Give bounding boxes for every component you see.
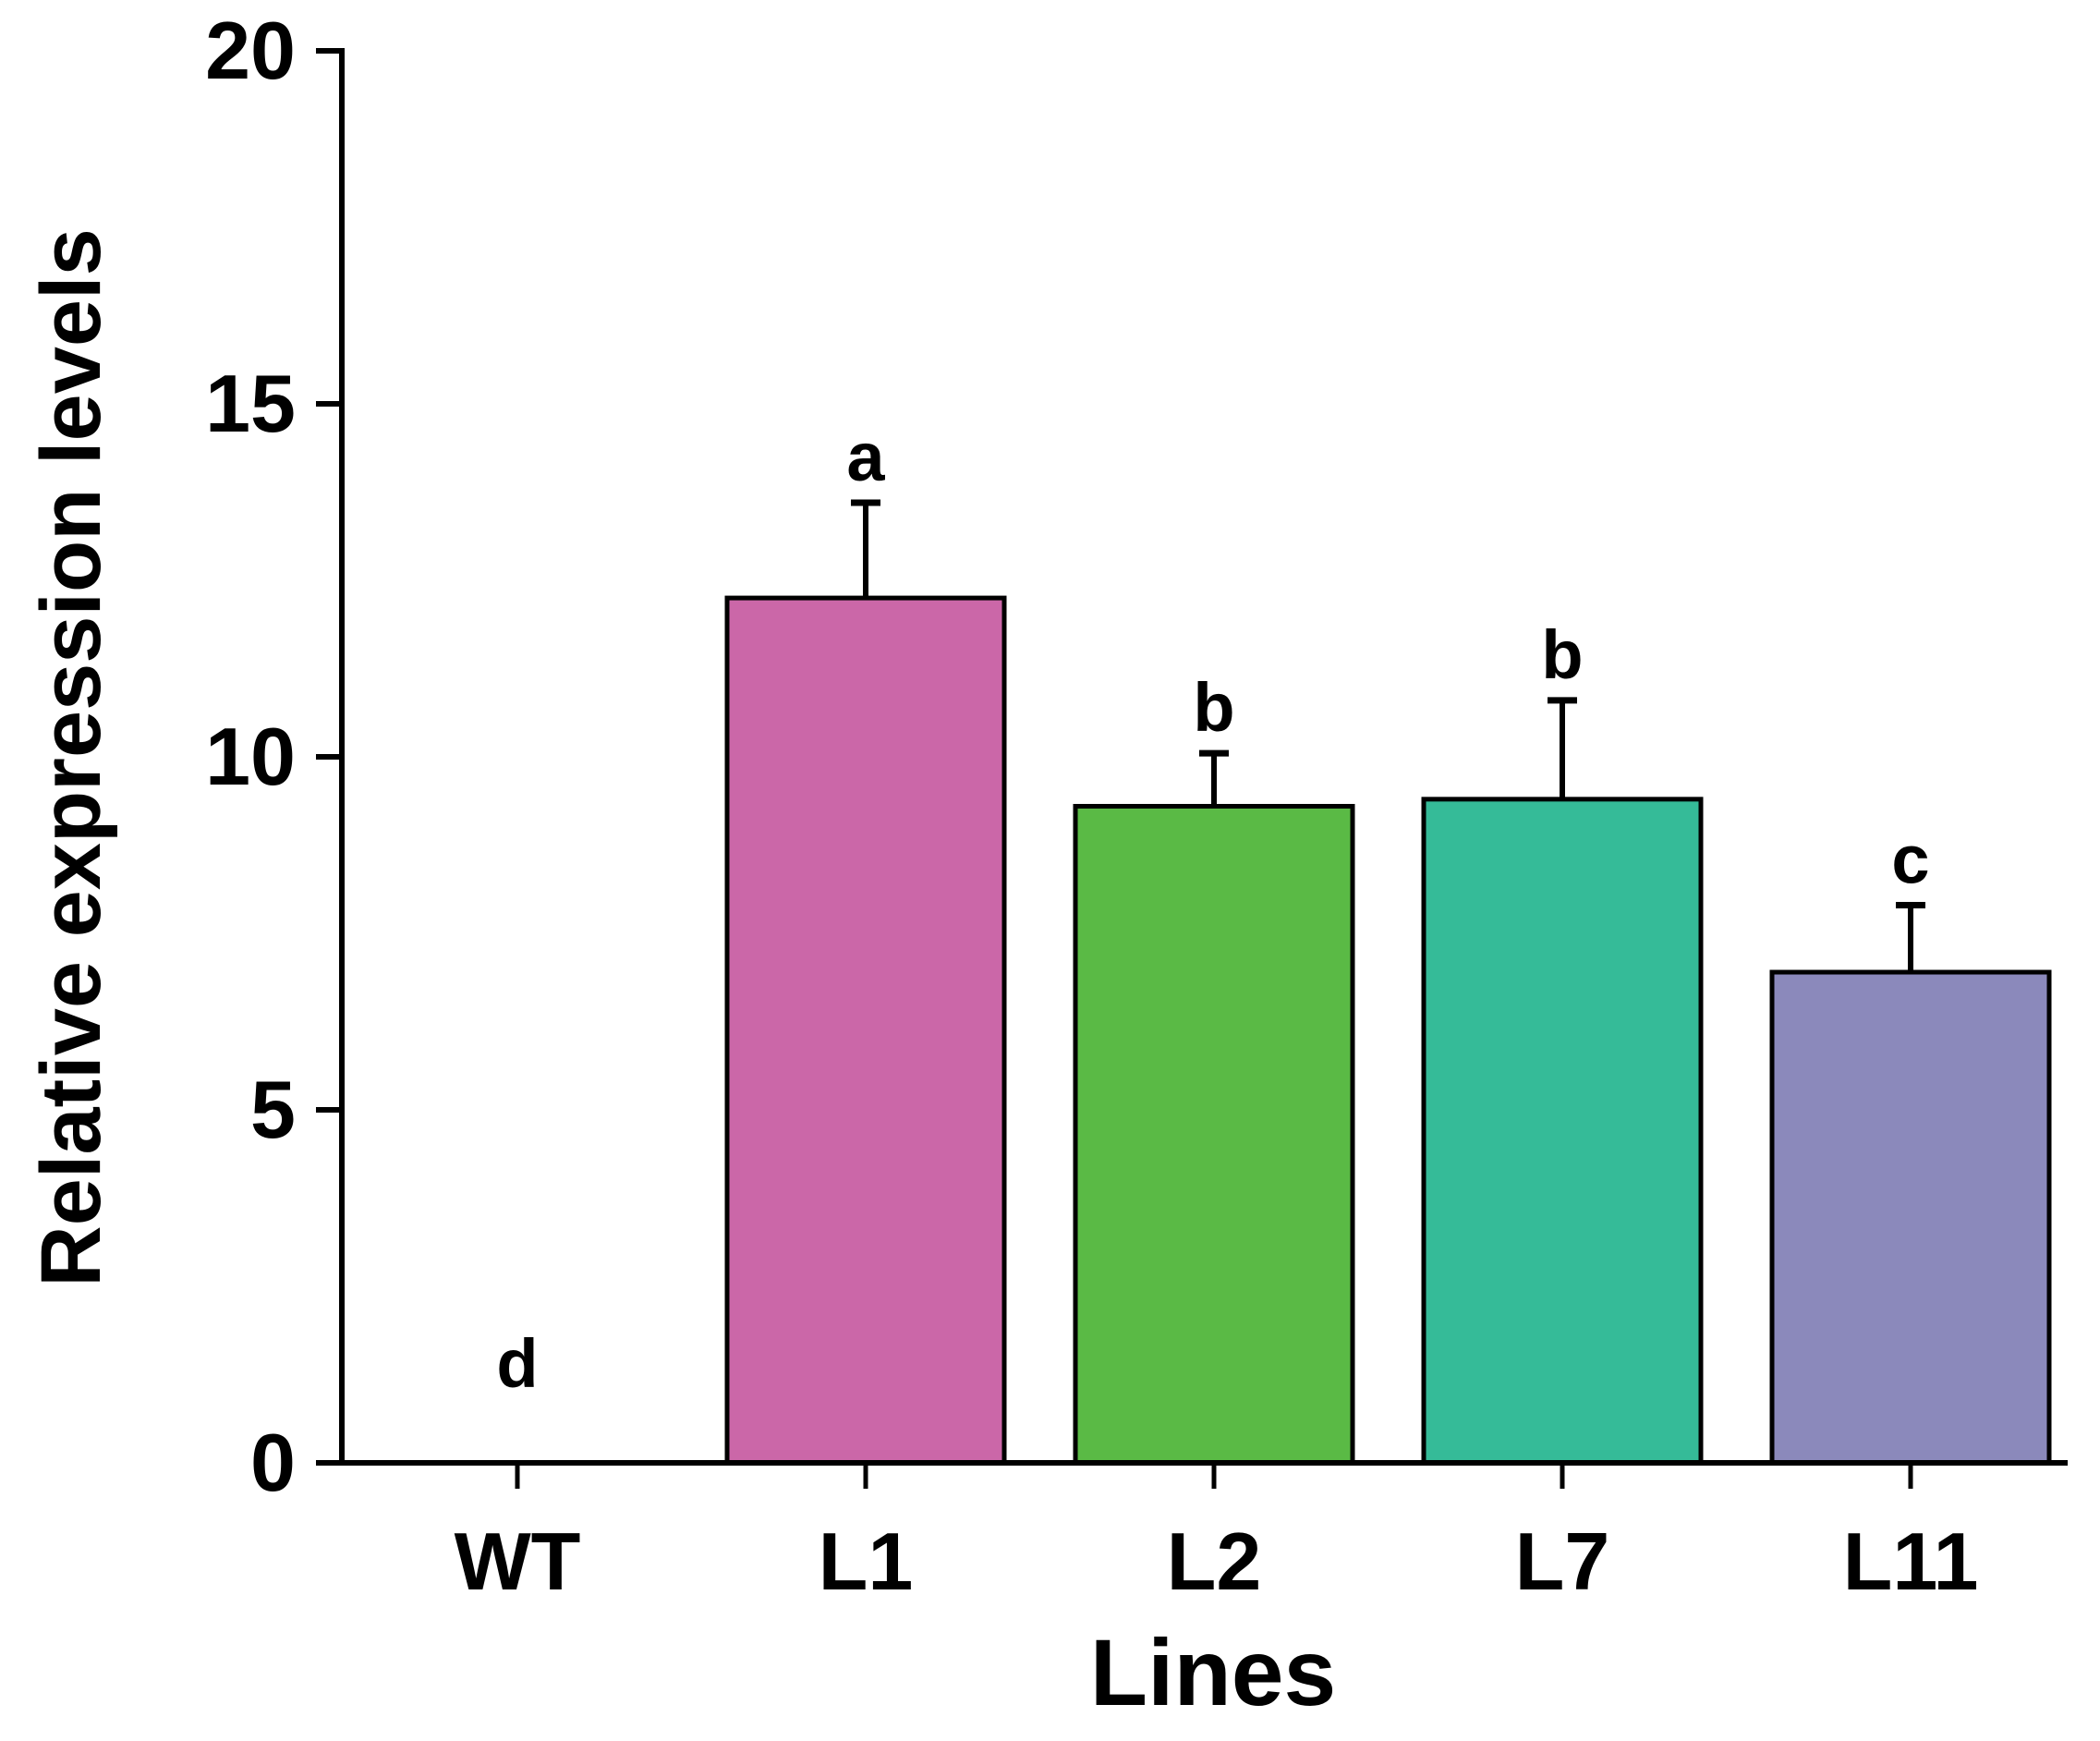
x-tick-label-wt: WT — [455, 1516, 581, 1607]
x-tick-label-l1: L1 — [819, 1516, 914, 1607]
y-axis-label: Relative expression levels — [24, 228, 118, 1287]
significance-label-l1: a — [846, 419, 885, 495]
x-tick-label-l11: L11 — [1843, 1516, 1979, 1607]
y-tick-label-10: 10 — [205, 711, 296, 802]
x-tick-label-l7: L7 — [1515, 1516, 1610, 1607]
bar-l7 — [1421, 797, 1704, 1466]
significance-label-l11: c — [1891, 821, 1929, 897]
y-tick-label-15: 15 — [205, 358, 296, 449]
x-axis-label: Lines — [1090, 1620, 1336, 1725]
bar-l1 — [724, 595, 1007, 1466]
y-tick-label-20: 20 — [205, 5, 296, 96]
x-tick-label-l2: L2 — [1167, 1516, 1262, 1607]
plot-area: d WT a L1 b L2 b L7 c L11 0 5 10 15 20 — [205, 5, 2068, 1607]
significance-label-l2: b — [1193, 669, 1234, 746]
bar-l2 — [1073, 803, 1355, 1466]
y-tick-label-0: 0 — [250, 1417, 296, 1508]
y-tick-label-5: 5 — [250, 1064, 296, 1155]
bar-l11 — [1769, 969, 2052, 1466]
significance-label-l7: b — [1541, 616, 1583, 693]
significance-label-wt: d — [496, 1325, 538, 1402]
